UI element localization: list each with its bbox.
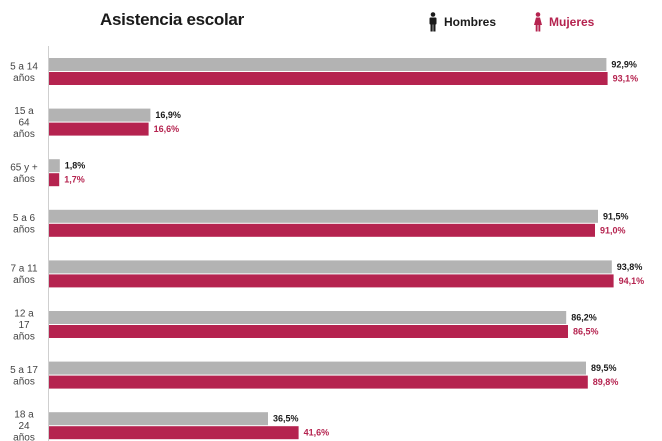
category-label: 65 y + años [10, 162, 38, 185]
value-label-men: 36,5% [273, 414, 299, 424]
category-label-line: 15 a [14, 106, 34, 117]
value-label-men: 92,9% [611, 60, 637, 70]
male-person-icon [429, 12, 437, 32]
bar-women [49, 122, 149, 136]
value-label-women: 86,5% [573, 327, 599, 337]
value-label-women: 1,7% [64, 175, 85, 185]
bar-women [49, 274, 614, 288]
category-label-line: años [13, 225, 35, 236]
category-label: 7 a 11 años [10, 264, 37, 287]
value-label-women: 41,6% [304, 428, 330, 438]
category-label: 5 a 6 años [13, 213, 36, 236]
value-label-women: 16,6% [154, 124, 180, 134]
value-label-women: 89,8% [593, 377, 619, 387]
category-label-line: 64 [18, 118, 30, 129]
female-person-icon [534, 12, 542, 32]
bar-men [49, 108, 151, 122]
category-label: 15 a 64 años [13, 106, 35, 140]
bar-men [49, 361, 586, 375]
category-label-line: 7 a 11 [10, 264, 37, 275]
category-label-line: 17 [18, 320, 30, 331]
category-label-line: 5 a 6 [13, 213, 36, 224]
legend-label-women: Mujeres [549, 15, 595, 29]
bar-women [49, 173, 60, 187]
category-label-line: años [13, 73, 35, 84]
category-label: 5 a 14 años [10, 61, 38, 84]
legend-label-men: Hombres [444, 15, 497, 29]
category-label-line: años [13, 174, 35, 185]
category-label-line: años [13, 332, 35, 343]
value-label-men: 16,9% [155, 110, 181, 120]
value-label-men: 91,5% [603, 211, 629, 221]
bar-men [49, 159, 60, 173]
bar-men [49, 311, 567, 324]
bar-women [49, 325, 568, 338]
value-label-men: 86,2% [571, 313, 597, 323]
bar-women [49, 223, 595, 237]
category-label-line: años [13, 275, 35, 286]
category-label-line: 5 a 14 [10, 61, 38, 72]
legend-item-women: Mujeres [533, 12, 594, 32]
bar-men [49, 58, 607, 71]
bar-men [49, 209, 598, 223]
category-label-line: 5 a 17 [10, 365, 38, 376]
category-label-line: años [13, 433, 35, 441]
category-label-line: años [13, 376, 35, 387]
bar-men [49, 260, 612, 274]
bar-women [49, 72, 608, 85]
value-label-men: 93,8% [617, 262, 643, 272]
category-label-line: 12 a [14, 309, 34, 320]
category-label: 12 a 17 años [13, 309, 35, 343]
chart-title: Asistencia escolar [100, 10, 244, 29]
bar-women [49, 426, 299, 440]
category-label: 5 a 17 años [10, 365, 38, 388]
value-label-men: 1,8% [65, 161, 86, 171]
value-label-women: 91,0% [600, 225, 626, 235]
category-label-line: 65 y + [10, 162, 38, 173]
bar-men [49, 412, 268, 426]
category-label-line: 24 [18, 421, 30, 432]
value-label-women: 93,1% [613, 74, 639, 84]
value-label-men: 89,5% [591, 363, 617, 373]
category-label: 18 a 24 años [13, 410, 35, 441]
category-label-line: 18 a [14, 410, 34, 421]
value-label-women: 94,1% [619, 276, 645, 286]
category-label-line: años [13, 129, 35, 140]
legend-item-men: Hombres [428, 12, 496, 32]
bar-women [49, 375, 588, 389]
